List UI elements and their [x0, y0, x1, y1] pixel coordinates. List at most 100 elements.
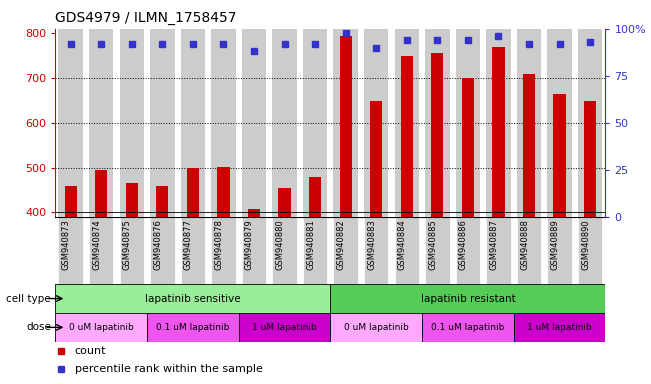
Text: GSM940877: GSM940877: [184, 219, 193, 270]
Bar: [486, 217, 510, 284]
Bar: [211, 29, 236, 217]
Bar: [514, 313, 605, 342]
Bar: [59, 217, 83, 284]
Text: cell type: cell type: [6, 293, 51, 304]
Point: [96, 41, 106, 47]
Text: 0 uM lapatinib: 0 uM lapatinib: [69, 323, 133, 332]
Bar: [279, 188, 290, 217]
Text: GSM940881: GSM940881: [306, 219, 315, 270]
Bar: [64, 187, 77, 217]
Point: [524, 41, 534, 47]
Bar: [547, 29, 572, 217]
Point: [126, 41, 137, 47]
Bar: [147, 313, 239, 342]
Text: GSM940876: GSM940876: [153, 219, 162, 270]
Text: dose: dose: [26, 322, 51, 333]
Bar: [248, 209, 260, 217]
Text: GSM940885: GSM940885: [428, 219, 437, 270]
Point: [249, 48, 259, 55]
Bar: [55, 313, 147, 342]
Bar: [364, 29, 389, 217]
Text: GSM940887: GSM940887: [490, 219, 499, 270]
Text: GSM940884: GSM940884: [398, 219, 407, 270]
Bar: [150, 29, 174, 217]
Text: GSM940880: GSM940880: [275, 219, 284, 270]
Point: [157, 41, 167, 47]
Point: [65, 41, 76, 47]
Bar: [553, 94, 566, 217]
Point: [371, 45, 381, 51]
Point: [463, 37, 473, 43]
Bar: [492, 47, 505, 217]
Bar: [242, 29, 266, 217]
Bar: [578, 217, 602, 284]
Bar: [578, 29, 602, 217]
Bar: [272, 217, 297, 284]
Point: [555, 41, 565, 47]
Bar: [242, 217, 266, 284]
Bar: [547, 217, 572, 284]
Bar: [89, 29, 113, 217]
Bar: [180, 29, 205, 217]
Bar: [211, 217, 236, 284]
Bar: [89, 217, 113, 284]
Point: [402, 37, 412, 43]
Bar: [422, 313, 514, 342]
Text: GDS4979 / ILMN_1758457: GDS4979 / ILMN_1758457: [55, 11, 237, 25]
Bar: [584, 101, 596, 217]
Bar: [425, 29, 450, 217]
Text: 1 uM lapatinib: 1 uM lapatinib: [252, 323, 317, 332]
Text: lapatinib sensitive: lapatinib sensitive: [145, 293, 241, 304]
Bar: [425, 217, 450, 284]
Bar: [330, 313, 422, 342]
Bar: [309, 177, 321, 217]
Bar: [59, 29, 83, 217]
Text: GSM940886: GSM940886: [459, 219, 468, 270]
Bar: [120, 217, 144, 284]
Bar: [462, 78, 474, 217]
Bar: [364, 217, 389, 284]
Text: percentile rank within the sample: percentile rank within the sample: [75, 364, 262, 374]
Bar: [395, 217, 419, 284]
Text: count: count: [75, 346, 106, 356]
Point: [310, 41, 320, 47]
Text: GSM940875: GSM940875: [123, 219, 132, 270]
Bar: [180, 217, 205, 284]
Bar: [456, 29, 480, 217]
Bar: [400, 56, 413, 217]
Text: GSM940882: GSM940882: [337, 219, 346, 270]
Text: GSM940883: GSM940883: [367, 219, 376, 270]
Bar: [217, 167, 230, 217]
Bar: [486, 29, 510, 217]
Bar: [517, 29, 541, 217]
Bar: [303, 217, 327, 284]
Bar: [330, 284, 605, 313]
Point: [218, 41, 229, 47]
Text: GSM940878: GSM940878: [214, 219, 223, 270]
Text: 0.1 uM lapatinib: 0.1 uM lapatinib: [431, 323, 505, 332]
Point: [585, 39, 596, 45]
Bar: [333, 217, 358, 284]
Text: 0 uM lapatinib: 0 uM lapatinib: [344, 323, 409, 332]
Text: lapatinib resistant: lapatinib resistant: [421, 293, 516, 304]
Bar: [431, 53, 443, 217]
Bar: [187, 168, 199, 217]
Bar: [523, 74, 535, 217]
Text: 1 uM lapatinib: 1 uM lapatinib: [527, 323, 592, 332]
Text: GSM940890: GSM940890: [581, 219, 590, 270]
Bar: [340, 36, 352, 217]
Bar: [126, 184, 138, 217]
Point: [432, 37, 443, 43]
Point: [187, 41, 198, 47]
Bar: [395, 29, 419, 217]
Text: GSM940873: GSM940873: [62, 219, 70, 270]
Bar: [272, 29, 297, 217]
Point: [279, 41, 290, 47]
Point: [493, 33, 504, 40]
Text: GSM940889: GSM940889: [551, 219, 560, 270]
Text: GSM940879: GSM940879: [245, 219, 254, 270]
Bar: [333, 29, 358, 217]
Bar: [303, 29, 327, 217]
Bar: [370, 101, 382, 217]
Bar: [55, 284, 330, 313]
